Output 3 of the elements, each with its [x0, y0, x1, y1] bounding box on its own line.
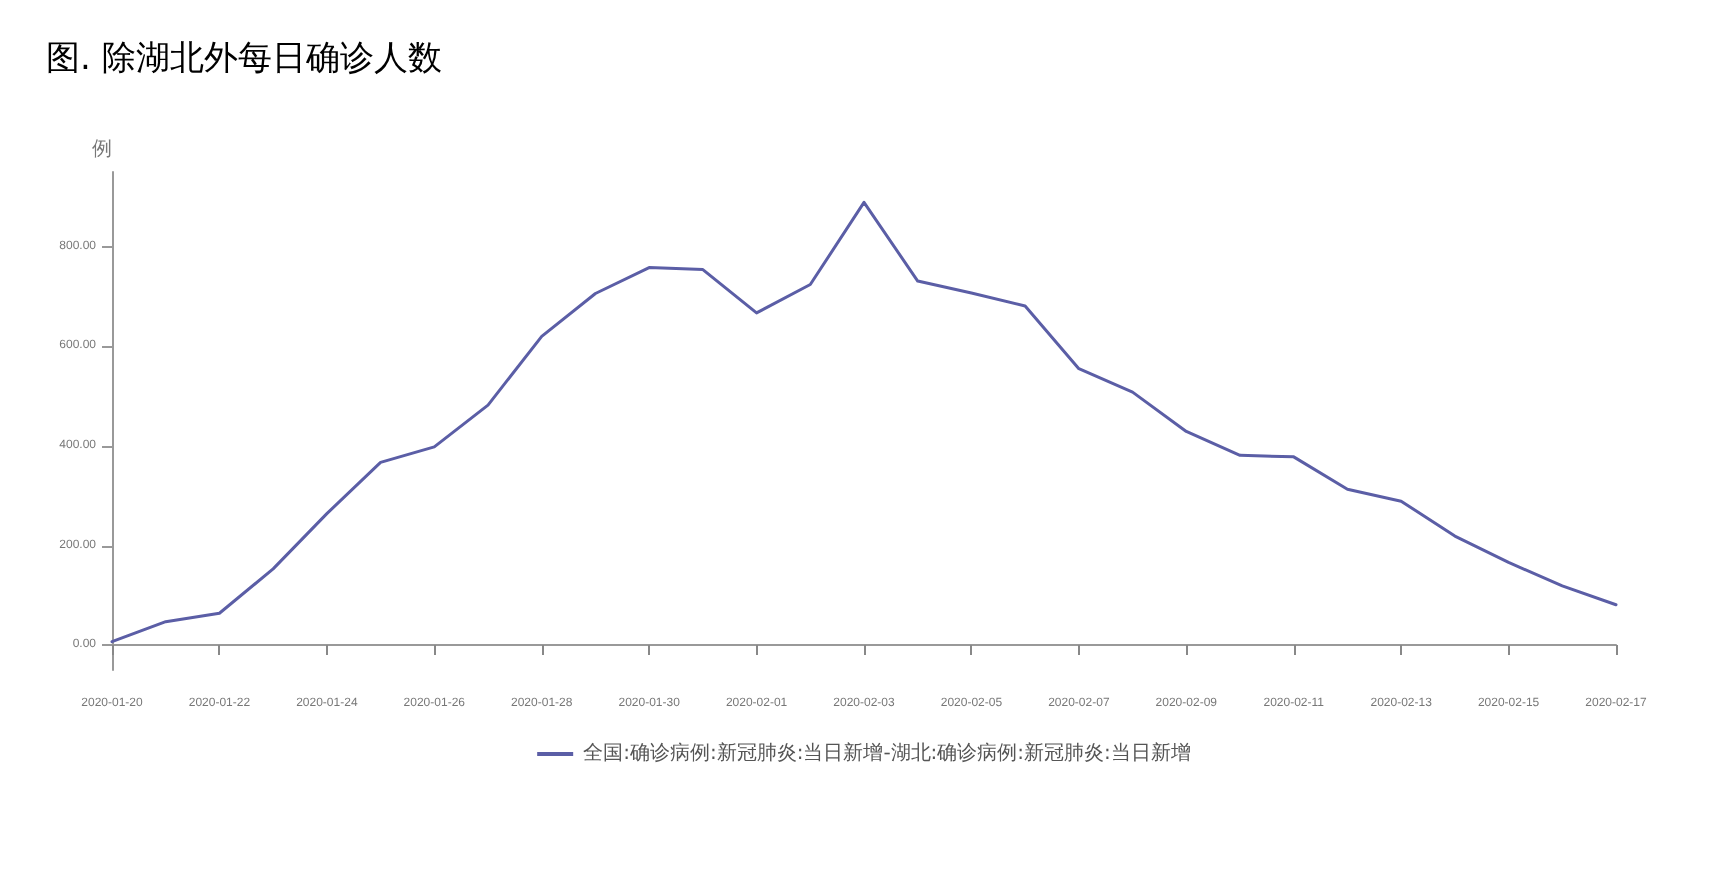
legend-label: 全国:确诊病例:新冠肺炎:当日新增-湖北:确诊病例:新冠肺炎:当日新增: [583, 741, 1191, 765]
chart-title: 图. 除湖北外每日确诊人数: [46, 39, 442, 79]
y-axis-title: 例: [92, 139, 112, 161]
